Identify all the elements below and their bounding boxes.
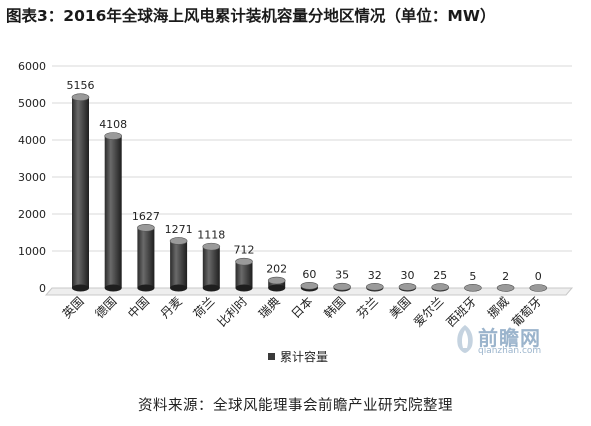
bar	[496, 284, 515, 292]
bar	[431, 283, 450, 292]
legend-swatch	[268, 353, 275, 360]
source-note: 资料来源：全球风能理事会前瞻产业研究院整理	[138, 398, 453, 414]
bar	[333, 282, 351, 292]
bar-top	[365, 283, 384, 291]
data-label: 35	[335, 269, 349, 282]
bar-body	[235, 261, 253, 288]
bar-base	[72, 284, 89, 292]
bars	[71, 93, 548, 292]
legend: 累计容量	[268, 349, 328, 364]
x-tick-label: 爱尔兰	[410, 294, 446, 330]
bar-base	[202, 284, 220, 292]
x-tick-label: 芬兰	[354, 294, 381, 321]
y-tick-label: 5000	[18, 97, 46, 110]
bar	[235, 257, 253, 292]
x-tick-label: 韩国	[321, 294, 349, 322]
bar	[169, 237, 188, 292]
bar	[267, 276, 286, 292]
y-axis-ticks: 0 1000 2000 3000 4000 5000 6000	[18, 60, 46, 295]
bar-top	[529, 284, 548, 292]
bar-base	[104, 284, 122, 292]
bar-base	[137, 284, 155, 292]
y-tick-label: 3000	[18, 171, 46, 184]
bar-top	[431, 283, 450, 291]
bar-top	[169, 237, 188, 245]
bar-top	[496, 284, 515, 292]
bar	[104, 132, 122, 292]
y-tick-label: 0	[39, 282, 46, 295]
data-label: 1118	[197, 229, 225, 242]
bar-base	[268, 284, 286, 292]
watermark: 前瞻网 qianzhan.com	[452, 320, 570, 360]
watermark-logo-icon	[457, 325, 473, 353]
x-tick-label: 瑞典	[256, 294, 283, 321]
data-label: 5	[469, 270, 476, 283]
bar	[398, 283, 417, 292]
bar-body	[202, 246, 220, 288]
data-label: 0	[535, 270, 542, 283]
x-tick-label: 比利时	[215, 294, 250, 329]
x-tick-label: 中国	[124, 294, 152, 322]
bar-base	[235, 284, 253, 292]
x-tick-label: 德国	[92, 294, 120, 322]
x-tick-label: 荷兰	[191, 294, 218, 321]
legend-label: 累计容量	[280, 349, 328, 364]
bar-top	[398, 283, 417, 291]
watermark-text: 前瞻网	[478, 326, 541, 350]
bar-top	[300, 281, 319, 290]
bar-top	[104, 132, 122, 140]
y-tick-label: 4000	[18, 134, 46, 147]
y-tick-label: 6000	[18, 60, 46, 73]
data-label: 1627	[132, 210, 160, 223]
bar-top	[235, 257, 253, 266]
data-label: 5156	[67, 79, 95, 92]
data-label: 32	[368, 269, 382, 282]
bar	[300, 281, 319, 292]
bar-body	[170, 240, 188, 288]
gridlines	[52, 65, 572, 289]
bar	[464, 284, 482, 292]
bar-body	[104, 136, 122, 288]
bar-top	[333, 282, 351, 291]
data-label: 712	[234, 244, 255, 257]
x-tick-label: 日本	[289, 294, 316, 321]
data-label: 25	[433, 269, 447, 282]
x-tick-label: 丹麦	[158, 294, 185, 321]
data-labels: 5156 4108 1627 1271 1118 712 202 60 35 32 30 25 5 2 0	[67, 79, 542, 283]
bar-body	[137, 227, 155, 288]
x-tick-label: 英国	[60, 294, 87, 321]
data-label: 2	[502, 270, 509, 283]
bar-base	[170, 284, 188, 292]
chart-title: 图表3：2016年全球海上风电累计装机容量分地区情况（单位：MW）	[6, 7, 496, 25]
bar-top	[202, 242, 221, 251]
y-tick-label: 1000	[18, 245, 46, 258]
data-label: 4108	[99, 118, 127, 131]
bar-top	[71, 93, 90, 102]
bar-top	[267, 276, 286, 285]
bar-body	[72, 97, 89, 288]
data-label: 1271	[165, 223, 193, 236]
bar	[529, 284, 548, 292]
bar	[365, 283, 384, 292]
bar-top	[464, 284, 482, 292]
bar	[137, 224, 155, 292]
data-label: 60	[302, 268, 316, 281]
bar	[202, 242, 221, 292]
data-label: 202	[266, 263, 287, 276]
bar	[71, 93, 90, 292]
watermark-url: qianzhan.com	[478, 346, 542, 356]
x-tick-label: 美国	[387, 294, 414, 321]
data-label: 30	[401, 269, 415, 282]
y-tick-label: 2000	[18, 208, 46, 221]
bar-top	[137, 224, 155, 232]
x-tick-label: 挪威	[485, 294, 512, 321]
